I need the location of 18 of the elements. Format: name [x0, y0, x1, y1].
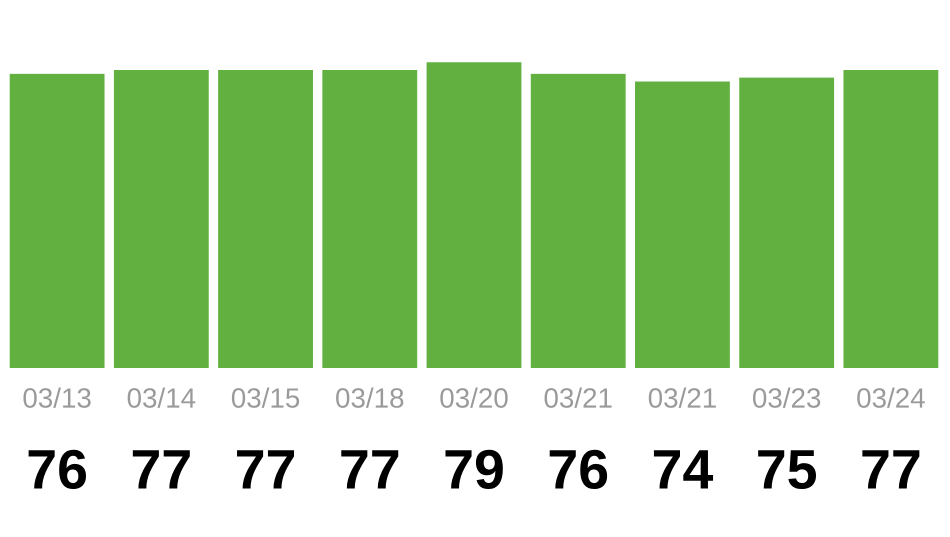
data-label: 77	[341, 450, 398, 489]
data-label: 77	[132, 450, 190, 489]
x-tick-label: 03/21	[648, 387, 716, 408]
x-tick-label: 03/24	[857, 387, 925, 408]
data-label: 77	[862, 450, 920, 489]
x-tick-label: 03/15	[232, 387, 300, 408]
data-label: 76	[28, 450, 86, 490]
x-tick-label: 03/20	[440, 387, 508, 408]
x-tick-label: 03/23	[753, 387, 820, 408]
x-tick-label: 03/14	[128, 387, 196, 408]
x-tick-label: 03/18	[336, 387, 404, 408]
data-label: 75	[758, 450, 816, 490]
data-label: 74	[654, 450, 714, 489]
data-label: 77	[237, 450, 294, 489]
x-tick-label: 03/21	[544, 387, 612, 408]
data-label: 76	[550, 450, 608, 490]
x-tick-label: 03/13	[23, 387, 91, 408]
data-label: 79	[445, 450, 503, 490]
